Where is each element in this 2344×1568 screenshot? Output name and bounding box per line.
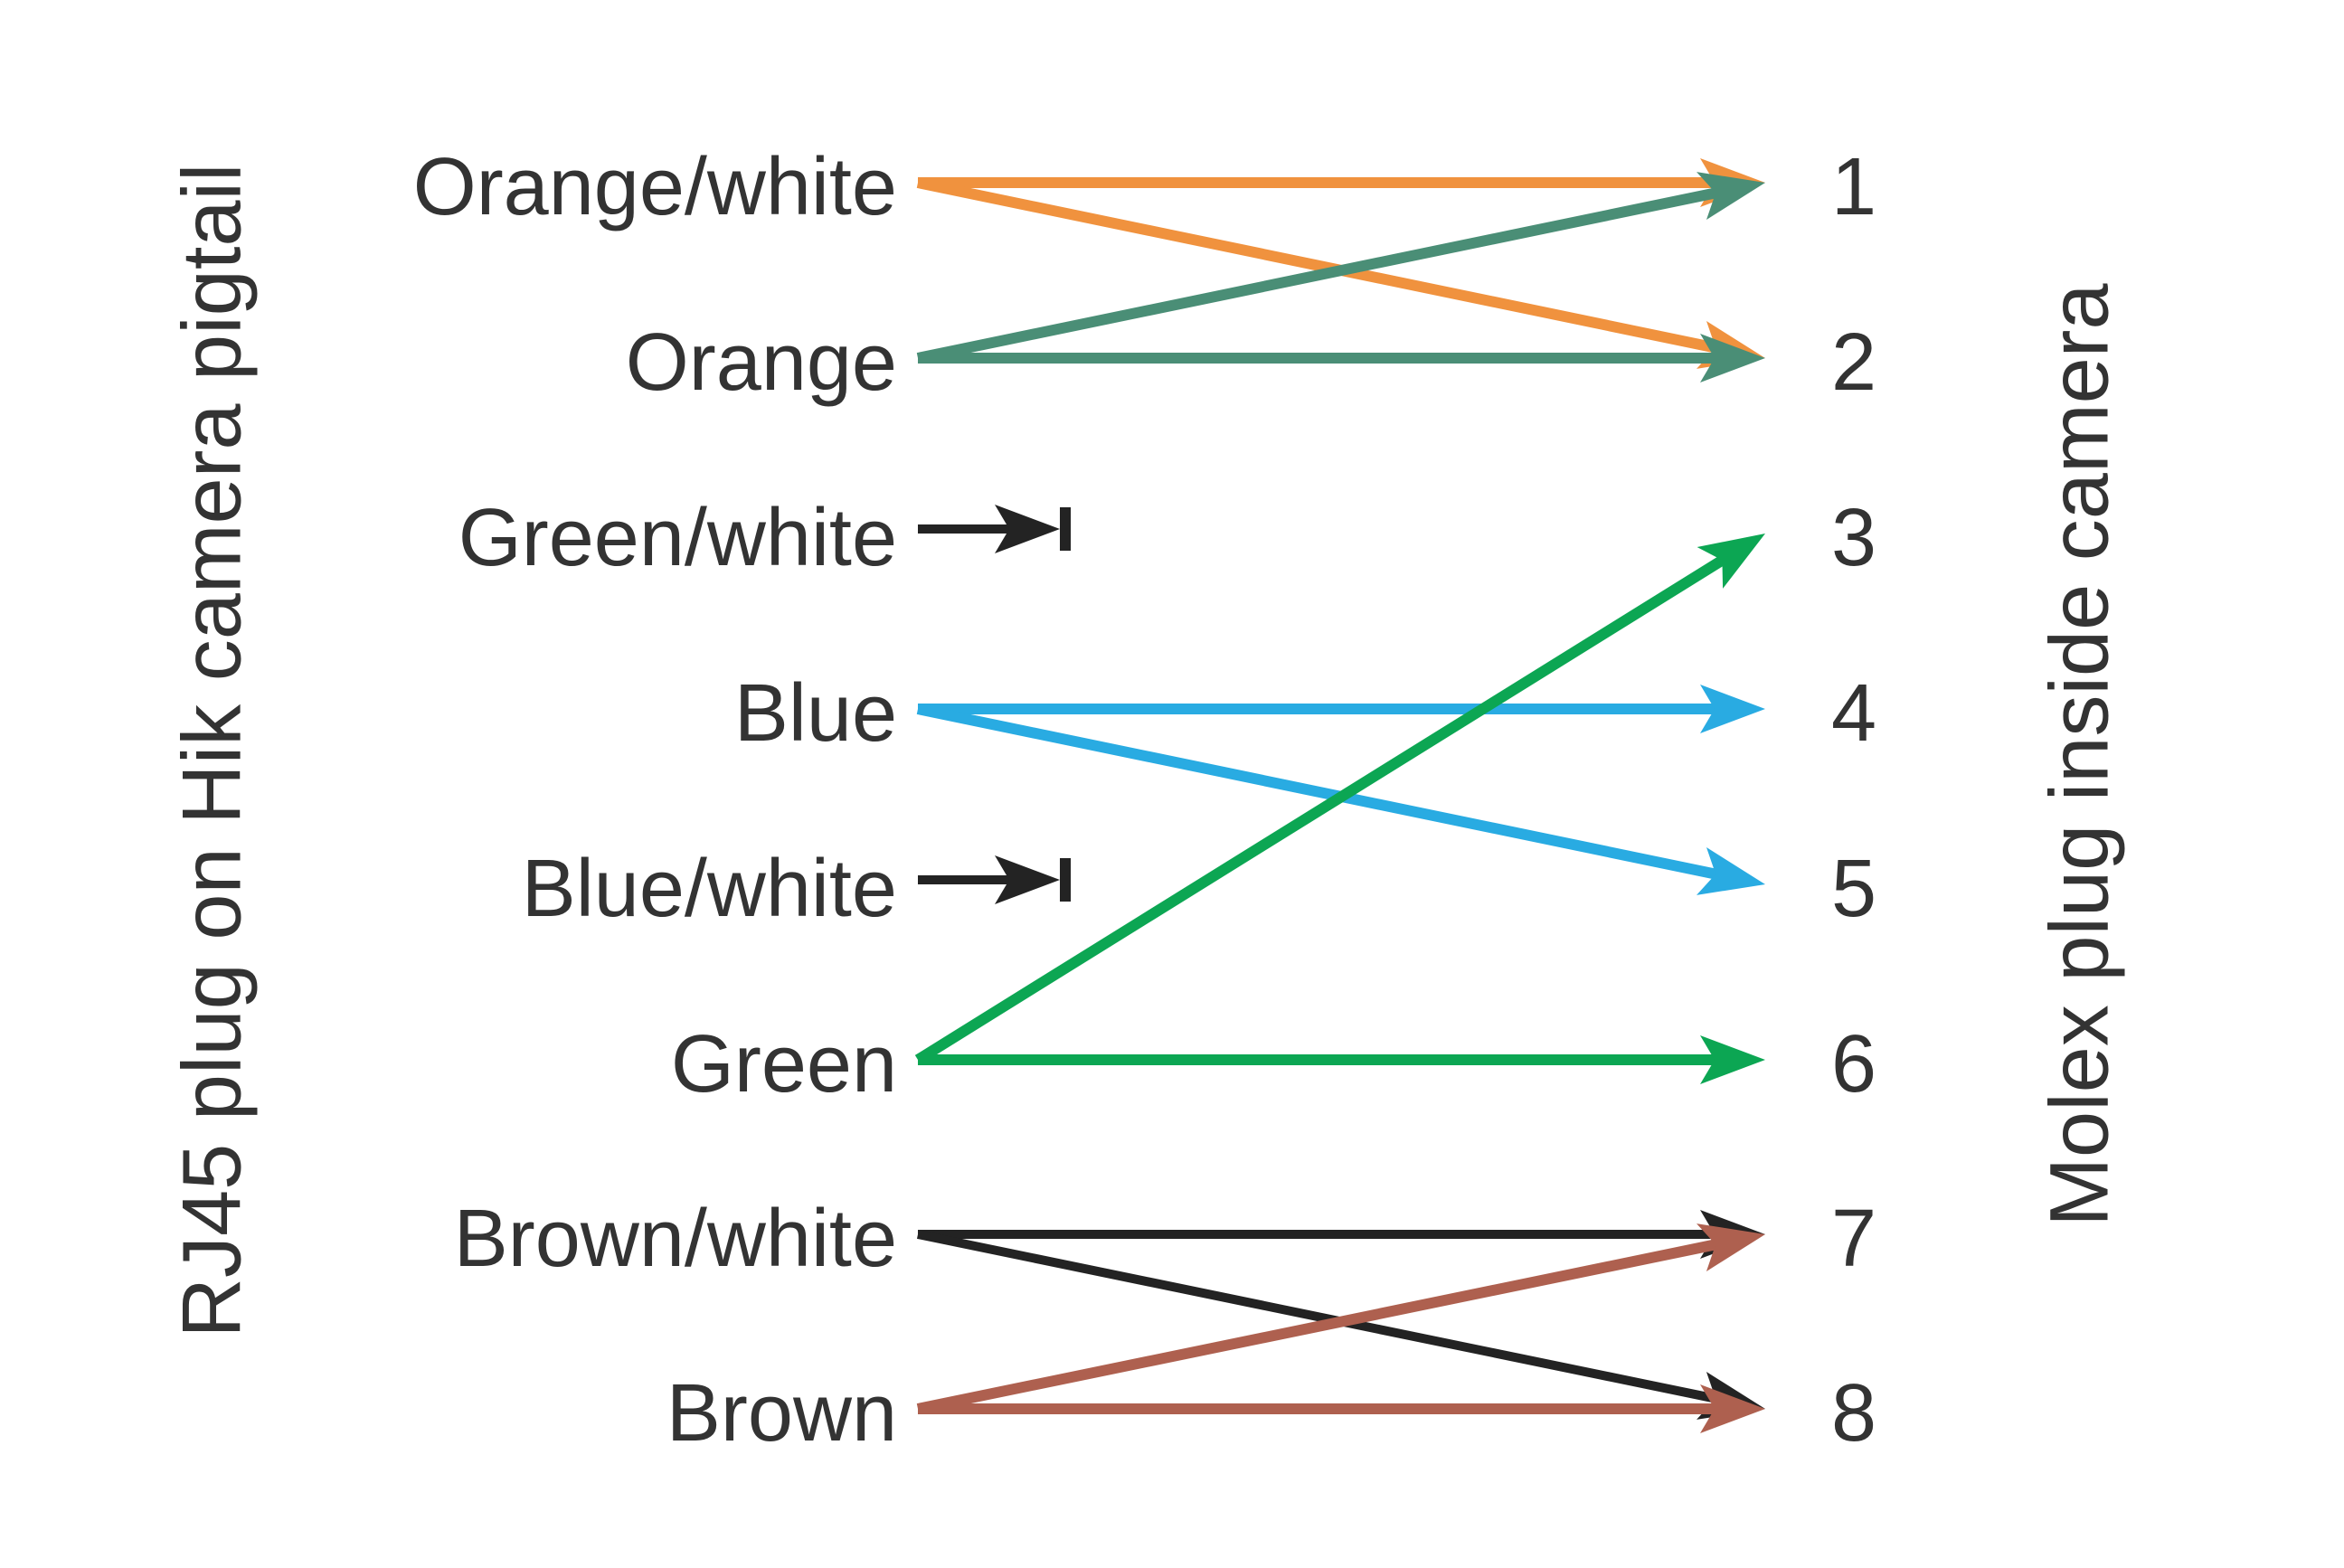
pin-label-1: 1 — [1830, 142, 1877, 232]
stub-terminator-bar — [1060, 858, 1071, 902]
wire-label-brown: Brown — [666, 1368, 897, 1459]
pin-label-4: 4 — [1830, 668, 1877, 759]
wire-arrow-brown-white-to-pin-7 — [918, 1210, 1765, 1259]
wire-arrow-green-to-pin-3 — [914, 534, 1765, 1065]
wire-label-green: Green — [670, 1019, 897, 1110]
wire-arrow-green-to-pin-6 — [918, 1035, 1765, 1084]
wire-arrow-brown-to-pin-7 — [916, 1223, 1765, 1414]
wire-arrow-orange-white-to-pin-1 — [918, 158, 1765, 207]
pin-label-8: 8 — [1830, 1368, 1877, 1459]
wire-arrow-blue-to-pin-5 — [916, 704, 1765, 895]
wire-label-green-white: Green/white — [458, 493, 897, 583]
wire-label-orange-white: Orange/white — [412, 142, 897, 232]
wire-label-blue-white: Blue/white — [521, 844, 897, 934]
pin-label-7: 7 — [1830, 1194, 1877, 1284]
pin-label-3: 3 — [1830, 493, 1877, 583]
pin-label-6: 6 — [1830, 1019, 1877, 1110]
pin-label-2: 2 — [1830, 317, 1877, 408]
wire-arrow-orange-to-pin-2 — [918, 334, 1765, 383]
wire-label-brown-white: Brown/white — [453, 1194, 897, 1284]
wire-label-blue: Blue — [733, 668, 897, 759]
wire-arrow-orange-to-pin-1 — [916, 172, 1765, 364]
stub-arrow-blue-white-unconnected — [918, 855, 1071, 904]
wire-arrow-blue-to-pin-4 — [918, 685, 1765, 733]
stub-terminator-bar — [1060, 507, 1071, 551]
wire-label-orange: Orange — [625, 317, 897, 408]
pin-label-5: 5 — [1830, 844, 1877, 934]
wire-arrow-brown-to-pin-8 — [918, 1384, 1765, 1433]
stub-arrow-green-white-unconnected — [918, 505, 1071, 553]
